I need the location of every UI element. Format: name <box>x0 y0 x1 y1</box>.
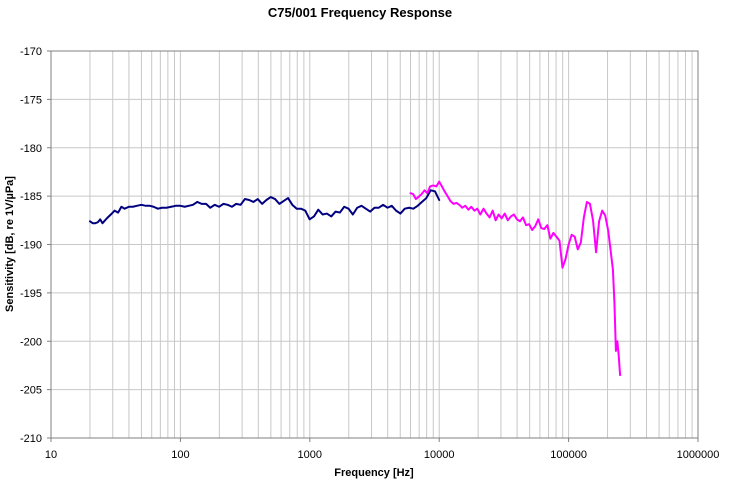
y-tick-label: -200 <box>20 336 42 348</box>
x-tick-label: 100000 <box>550 449 587 461</box>
series-line-2 <box>409 180 622 377</box>
y-tick-label: -170 <box>20 46 42 58</box>
y-tick-label: -205 <box>20 385 42 397</box>
y-tick-label: -195 <box>20 288 42 300</box>
x-axis-label: Frequency [Hz] <box>334 467 414 479</box>
chart-title: C75/001 Frequency Response <box>268 5 452 20</box>
y-axis-ticks: -170 -175 -180 -185 -190 -195 -200 -205 -210 <box>20 46 51 445</box>
y-axis-label: Sensitivity [dB, re 1V/µPa] <box>4 176 16 312</box>
x-tick-label: 1000000 <box>677 449 720 461</box>
y-tick-label: -190 <box>20 240 42 252</box>
series-layer <box>88 180 622 377</box>
x-tick-label: 10 <box>45 449 57 461</box>
series-line-1 <box>88 189 441 225</box>
grid-lines <box>51 51 698 438</box>
x-tick-label: 100 <box>171 449 189 461</box>
x-tick-label: 10000 <box>424 449 455 461</box>
x-tick-label: 1000 <box>298 449 322 461</box>
y-tick-label: -180 <box>20 143 42 155</box>
y-tick-label: -210 <box>20 433 42 445</box>
y-tick-label: -175 <box>20 94 42 106</box>
x-axis-ticks: 10 100 1000 10000 100000 1000000 <box>45 438 720 461</box>
y-tick-label: -185 <box>20 191 42 203</box>
